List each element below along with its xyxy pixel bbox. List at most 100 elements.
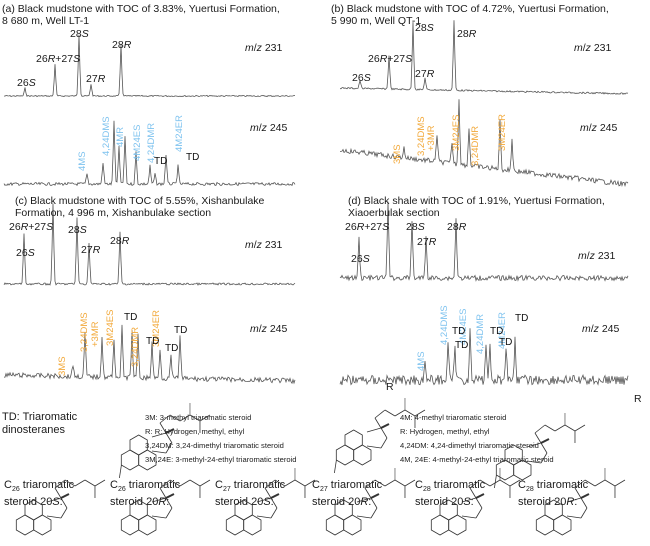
aromatic-ring xyxy=(234,499,253,521)
r-substituent-label: R xyxy=(634,393,642,405)
bond xyxy=(366,445,382,449)
panel-b-mz245-trace xyxy=(340,99,629,187)
structure-title: C28 triaromatic steroid 20S: xyxy=(415,479,485,509)
bond xyxy=(256,497,272,503)
panel-a-title-line1: (a) Black mudstone with TOC of 3.83%, Yu… xyxy=(2,3,280,15)
structure-title: C26 triaromatic steroid 20R: xyxy=(110,479,180,509)
panel-a-mz231-label: m/z 231 xyxy=(245,42,283,54)
bond xyxy=(509,479,521,487)
bond xyxy=(566,515,582,519)
peak-label: 26S xyxy=(16,247,35,259)
bond xyxy=(151,515,167,519)
bond xyxy=(294,479,306,487)
bond xyxy=(461,515,477,519)
peak-label: 28S xyxy=(415,22,434,34)
bond xyxy=(469,487,477,499)
aromatic-ring xyxy=(334,499,353,521)
panel-d-mz231-trace xyxy=(339,201,629,282)
structure-title-line1: C26 triaromatic xyxy=(4,479,75,494)
bond xyxy=(119,464,122,479)
bond xyxy=(264,487,272,499)
structure-title-line2: steroid 20S: xyxy=(415,496,474,509)
bond xyxy=(534,424,546,434)
bond xyxy=(304,479,316,487)
structure-title-line2: steroid 20R: xyxy=(312,496,372,509)
td-label: TD xyxy=(499,337,513,348)
peak-label: 28S xyxy=(406,221,425,233)
bond xyxy=(165,507,173,519)
td-label: TD xyxy=(452,326,466,337)
aromatic-ring xyxy=(120,514,140,536)
bond xyxy=(356,515,372,519)
aromatic-ring xyxy=(129,434,148,456)
bond xyxy=(169,479,181,487)
aromatic-ring xyxy=(495,459,515,481)
panel-d-title-line1: (d) Black shale with TOC of 1.91%, Yuert… xyxy=(348,195,605,207)
aromatic-ring xyxy=(335,444,355,466)
aromatic-ring xyxy=(544,499,563,521)
structure-title-line2: steroid 20R: xyxy=(518,496,578,509)
aromatic-ring xyxy=(553,514,572,536)
td-label: TD xyxy=(186,152,200,163)
peak-label: 26R+27S xyxy=(36,53,81,65)
panel-d-mz245-label: m/z 245 xyxy=(582,323,620,335)
bond xyxy=(60,493,70,499)
bond xyxy=(179,479,191,487)
bond xyxy=(199,414,211,422)
panel-c-title-line1: (c) Black mudstone with TOC of 5.55%, Xi… xyxy=(15,195,265,207)
bond xyxy=(384,479,396,487)
bond xyxy=(165,428,175,434)
panel-d-mz231-label: m/z 231 xyxy=(578,250,616,262)
bond xyxy=(274,479,286,487)
bond xyxy=(534,432,542,444)
bond xyxy=(374,417,382,429)
td-legend-line1: TD: Triaromatic xyxy=(2,411,78,423)
bond xyxy=(74,479,86,487)
panel-b-title-line1: (b) Black mudstone with TOC of 4.72%, Yu… xyxy=(331,3,609,15)
bond xyxy=(404,409,416,417)
bond xyxy=(540,452,548,464)
bond xyxy=(370,493,380,499)
peak-label: 26S xyxy=(17,77,36,89)
bond xyxy=(580,507,588,519)
bond xyxy=(380,423,390,429)
r-substituent-label: R xyxy=(386,381,394,393)
bond xyxy=(469,479,481,489)
bond xyxy=(370,497,378,509)
aromatic-ring xyxy=(448,514,467,536)
panel-c-title: (c) Black mudstone with TOC of 5.55%, Xi… xyxy=(15,195,264,219)
td-label: TD xyxy=(124,312,138,323)
panel-c-mz245-trace xyxy=(3,324,296,385)
td-label: TD xyxy=(455,340,469,351)
bond xyxy=(169,414,181,422)
legend-def: 3M: 3-methyl triaromatic steroid xyxy=(145,413,252,422)
panel-a-mz245-label: m/z 245 xyxy=(250,122,288,134)
aromatic-ring xyxy=(353,444,372,466)
bond xyxy=(494,474,497,489)
bond xyxy=(179,414,191,422)
bond xyxy=(165,497,173,509)
bond xyxy=(404,479,416,487)
structure-title: C26 triaromatic steroid 20S: xyxy=(4,479,74,509)
panel-b-title: (b) Black mudstone with TOC of 4.72%, Yu… xyxy=(331,3,609,27)
panel-b-mz231-trace xyxy=(340,20,629,95)
bond xyxy=(394,409,406,417)
bond xyxy=(479,479,491,487)
structure-title-line1: C28 triaromatic xyxy=(415,479,486,494)
bond xyxy=(94,479,106,487)
peak-label: 28R xyxy=(447,221,467,233)
bond xyxy=(499,479,511,487)
bond xyxy=(574,487,582,499)
bond xyxy=(540,442,548,454)
bond xyxy=(364,479,376,489)
bond xyxy=(364,487,372,499)
peak-label: 28R xyxy=(110,235,130,247)
peak-label: 27R xyxy=(415,68,435,80)
peak-label: 26R+27S xyxy=(9,221,54,233)
bond xyxy=(540,438,550,444)
bond xyxy=(366,427,382,433)
aromatic-ring xyxy=(33,514,52,536)
bond xyxy=(475,497,483,509)
